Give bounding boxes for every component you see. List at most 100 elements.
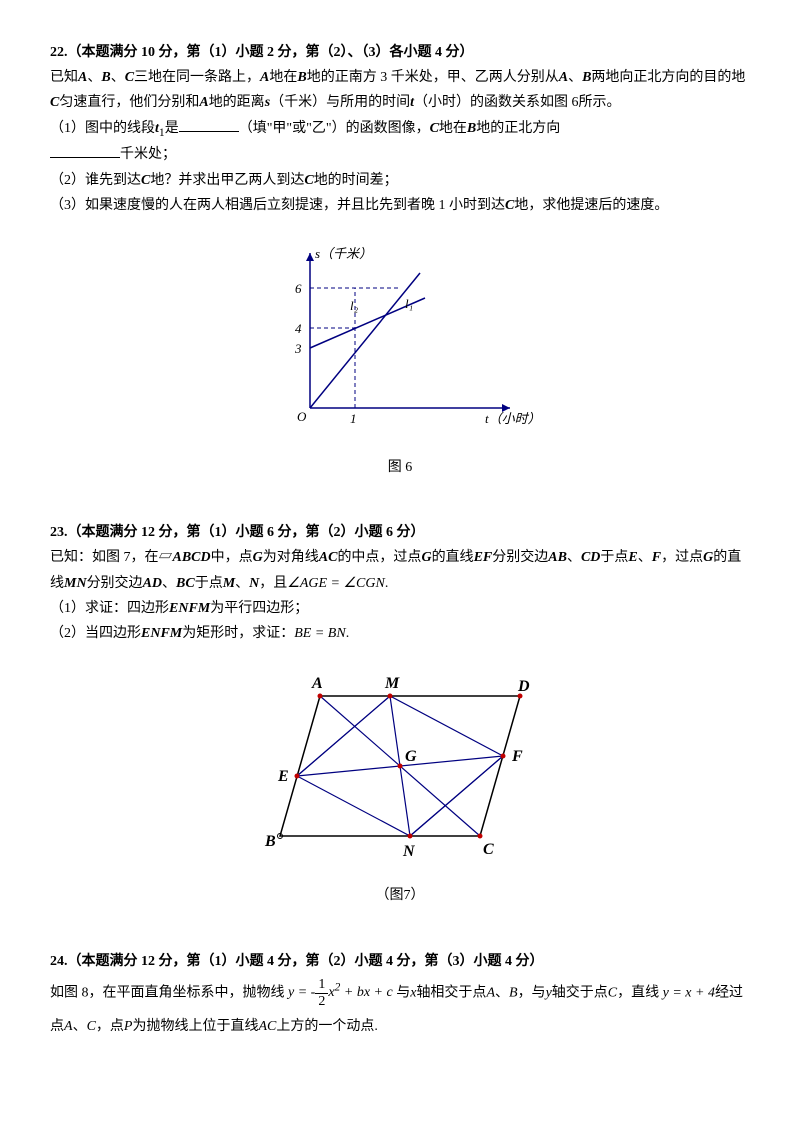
- q24-header: 24.（本题满分 12 分，第（1）小题 4 分，第（2）小题 4 分，第（3）…: [50, 949, 750, 974]
- svg-text:E: E: [277, 768, 289, 785]
- txt: .: [346, 626, 350, 641]
- var: G: [703, 550, 713, 565]
- var-a: A: [559, 70, 568, 85]
- txt: （3）如果速度慢的人在两人相遇后立刻提速，并且比先到者晚 1 小时到达: [50, 198, 505, 213]
- txt: 分别交边: [87, 576, 143, 591]
- txt: （1）图中的线段: [50, 121, 155, 136]
- txt: 的直线: [432, 550, 474, 565]
- be-eq-bn: BE = BN: [294, 626, 345, 641]
- q23-body: 已知：如图 7，在▱ABCD中，点G为对角线AC的中点，过点G的直线EF分别交边…: [50, 545, 750, 595]
- problem-22: 22.（本题满分 10 分，第（1）小题 2 分，第（2）、（3）各小题 4 分…: [50, 40, 750, 480]
- var-b: B: [467, 121, 476, 136]
- var: ENFM: [169, 601, 210, 616]
- tick-1: 1: [350, 411, 357, 426]
- txt: ，点: [96, 1019, 124, 1034]
- box: ▱: [159, 550, 173, 565]
- q23-header: 23.（本题满分 12 分，第（1）小题 6 分，第（2）小题 6 分）: [50, 520, 750, 545]
- txt: 过点: [675, 550, 703, 565]
- txt: 为抛物线上位于直线: [132, 1019, 258, 1034]
- q23-part2: （2）当四边形ENFM为矩形时，求证：BE = BN.: [50, 621, 750, 646]
- label-l1: l₁: [405, 296, 413, 311]
- var: C: [608, 985, 617, 1000]
- svg-text:A: A: [311, 675, 323, 692]
- q22-body: 已知A、B、C三地在同一条路上，A地在B地的正南方 3 千米处，甲、乙两人分别从…: [50, 65, 750, 115]
- var: A: [64, 1019, 73, 1034]
- var-a: A: [260, 70, 269, 85]
- axis-s: s（千米）: [315, 246, 372, 261]
- formula-parabola: y = -12x2 + bx + c: [288, 985, 393, 1000]
- txt: ，直线: [617, 985, 659, 1000]
- txt: 、: [73, 1019, 87, 1034]
- var: C: [87, 1019, 96, 1034]
- var: E: [628, 550, 637, 565]
- txt: （2）谁先到达: [50, 173, 141, 188]
- txt: 地的正南方 3 千米处，甲、乙两人分别从: [307, 70, 559, 85]
- var: EF: [474, 550, 493, 565]
- var: N: [249, 576, 259, 591]
- var: G: [253, 550, 263, 565]
- q22-header: 22.（本题满分 10 分，第（1）小题 2 分，第（2）、（3）各小题 4 分…: [50, 40, 750, 65]
- var: F: [652, 550, 661, 565]
- txt: 方向的目的地: [661, 70, 745, 85]
- q22-part2: （2）谁先到达C地？并求出甲乙两人到达C地的时间差；: [50, 168, 750, 193]
- q22-part1: （1）图中的线段t1是（填"甲"或"乙"）的函数图像，C地在B地的正北方向 千米…: [50, 116, 750, 168]
- svg-text:D: D: [517, 678, 530, 695]
- txt: 匀速直行，他们分别和: [59, 95, 199, 110]
- problem-23: 23.（本题满分 12 分，第（1）小题 6 分，第（2）小题 6 分） 已知：…: [50, 520, 750, 908]
- var: ABCD: [173, 550, 211, 565]
- svg-text:G: G: [405, 748, 417, 765]
- txt: .: [385, 576, 389, 591]
- txt: 上方的一个动点.: [276, 1019, 378, 1034]
- txt: 三地在同一条路上，: [134, 70, 260, 85]
- var: G: [421, 550, 431, 565]
- var: AD: [143, 576, 162, 591]
- var: ENFM: [141, 626, 182, 641]
- txt: 所示。: [579, 95, 621, 110]
- formula-line: y = x + 4: [663, 985, 715, 1000]
- label-l2: l₂: [350, 298, 359, 313]
- txt: 、: [495, 985, 509, 1000]
- txt: 如图 8，在平面直角坐标系中，抛物线: [50, 985, 285, 1000]
- txt: 为平行四边形；: [210, 601, 308, 616]
- svg-text:N: N: [402, 843, 416, 860]
- txt: （2）当四边形: [50, 626, 141, 641]
- angle-eq: ∠AGE = ∠CGN: [287, 576, 385, 591]
- txt: 地？并求出甲乙两人到达: [150, 173, 304, 188]
- txt: 地在: [269, 70, 297, 85]
- txt: 分别交边: [492, 550, 548, 565]
- var: CD: [581, 550, 600, 565]
- txt: 地的时间差；: [314, 173, 398, 188]
- txt: 轴交于点: [552, 985, 608, 1000]
- var: MN: [64, 576, 87, 591]
- b: b: [357, 985, 364, 1000]
- num: 1: [315, 977, 328, 993]
- txt: ，: [661, 550, 675, 565]
- q24-body: 如图 8，在平面直角坐标系中，抛物线 y = -12x2 + bx + c 与x…: [50, 974, 750, 1044]
- fig7-caption: （图7）: [50, 883, 750, 908]
- problem-24: 24.（本题满分 12 分，第（1）小题 4 分，第（2）小题 4 分，第（3）…: [50, 949, 750, 1044]
- txt: 已知: [50, 70, 78, 85]
- txt: 地的正北方向: [476, 121, 560, 136]
- frac-half: 12: [315, 977, 328, 1009]
- var-b: B: [582, 70, 591, 85]
- blank-2[interactable]: [50, 157, 120, 158]
- figure-7: A M D F C N B E G （图7）: [50, 666, 750, 908]
- var-c: C: [430, 121, 439, 136]
- txt: 轴相交于点: [416, 985, 486, 1000]
- txt: 于点: [600, 550, 628, 565]
- txt: 地，求他提速后的速度。: [514, 198, 668, 213]
- var: AB: [548, 550, 567, 565]
- txt: （填"甲"或"乙"）的函数图像，: [239, 121, 430, 136]
- txt: 于点: [195, 576, 223, 591]
- tick-4: 4: [295, 321, 302, 336]
- var-c: C: [141, 173, 150, 188]
- var: BC: [176, 576, 195, 591]
- txt: （小时）的函数关系如图 6: [414, 95, 579, 110]
- txt: （1）求证：四边形: [50, 601, 169, 616]
- txt: 是: [165, 121, 179, 136]
- blank-1[interactable]: [179, 131, 239, 132]
- svg-text:F: F: [511, 748, 523, 765]
- txt: 与: [396, 985, 410, 1000]
- fig6-caption: 图 6: [50, 455, 750, 480]
- var: M: [223, 576, 235, 591]
